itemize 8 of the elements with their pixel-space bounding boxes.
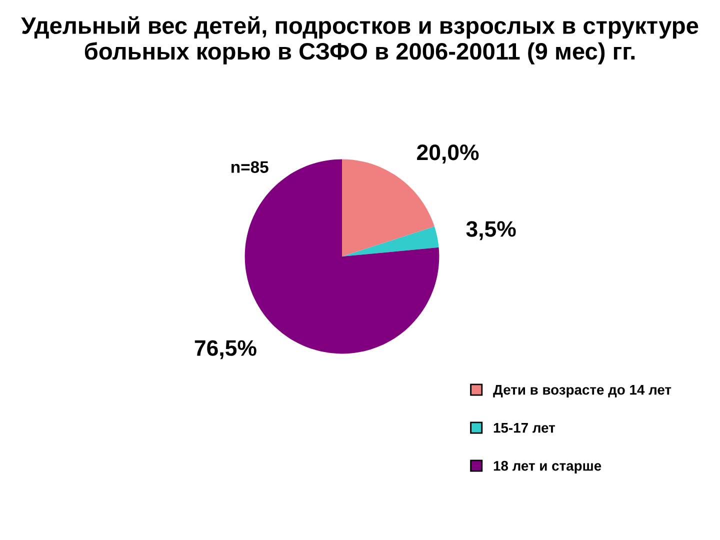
legend-label: Дети в возрасте до 14 лет — [493, 385, 672, 398]
data-label: 20,0% — [417, 144, 479, 164]
text: n=85 — [232, 161, 268, 173]
chart-title: Удельный вес детей, подростков и взрослых в структуре больных корью в СЗФО в 2006-20011 (9 мес) гг. — [21, 16, 698, 64]
legend-label: 15-17 лет — [494, 423, 555, 433]
data-label: 76,5% — [194, 340, 256, 360]
data-label: 3,5% — [466, 221, 516, 240]
legend-label: 18 лет и старше — [494, 460, 602, 474]
